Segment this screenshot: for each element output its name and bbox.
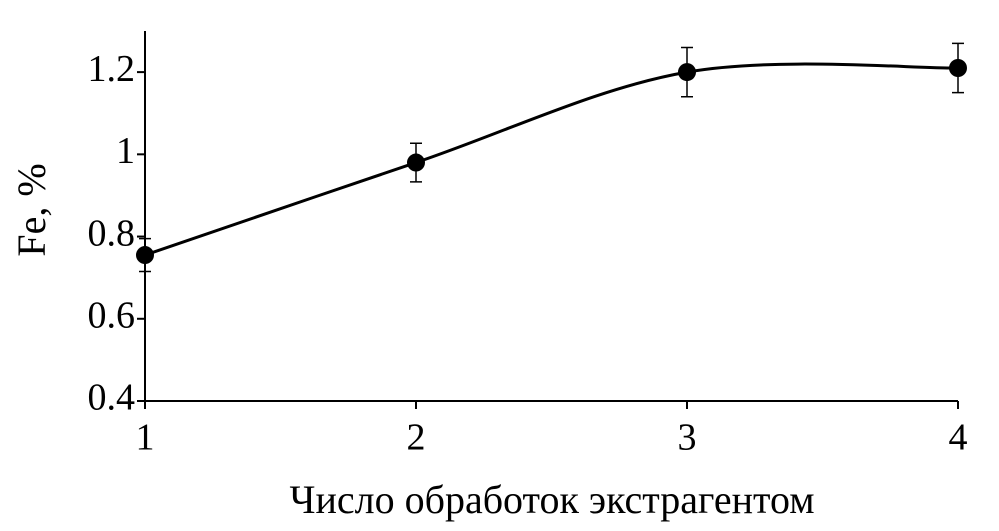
- y-tick-label: 0.8: [88, 212, 136, 254]
- y-tick-label: 1: [116, 130, 135, 172]
- data-line: [144, 62, 959, 257]
- y-axis-title: Fe, %: [9, 163, 54, 256]
- data-point: [407, 153, 425, 172]
- data-point: [136, 246, 154, 265]
- y-tick-label: 0.6: [88, 294, 136, 336]
- x-tick-label: 3: [678, 417, 697, 459]
- data-point: [949, 59, 967, 77]
- y-tick-label: 0.4: [88, 377, 136, 419]
- data-point: [678, 63, 696, 82]
- x-tick-label: 1: [136, 417, 155, 459]
- x-axis-title: Число обработок экстрагентом: [289, 477, 814, 522]
- y-tick-label: 1.2: [88, 48, 136, 90]
- x-tick-label: 2: [407, 417, 426, 459]
- x-tick-label: 4: [949, 417, 968, 459]
